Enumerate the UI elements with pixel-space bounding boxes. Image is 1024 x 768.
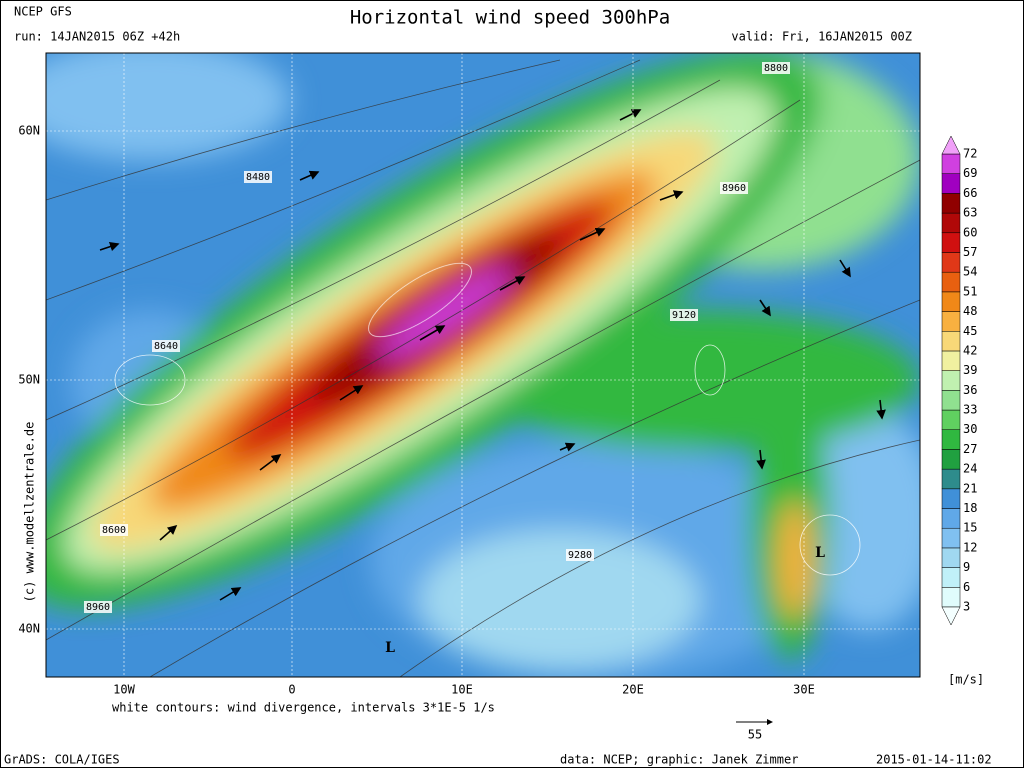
software: GrADS: COLA/IGES (4, 753, 120, 767)
colorbar-swatch (941, 212, 961, 234)
colorbar-swatch (941, 370, 961, 391)
contour-label-bg (762, 62, 790, 74)
lon-label: 30E (793, 683, 815, 697)
title: Horizontal wind speed 300hPa (350, 7, 670, 29)
lon-label: 10W (113, 683, 135, 697)
contour-label-bg (566, 549, 594, 561)
colorbar-swatch (941, 567, 961, 588)
colorbar-label: 66 (963, 186, 977, 200)
colorbar-label: 30 (963, 422, 977, 436)
colorbar-swatch (941, 331, 961, 352)
colorbar-swatch (941, 153, 961, 174)
arrow-label: 55 (748, 728, 762, 742)
colorbar-label: 21 (963, 481, 977, 495)
contour-label-bg (720, 182, 748, 194)
colorbar-label: 72 (963, 147, 977, 161)
colorbar-label: 6 (963, 580, 970, 594)
colorbar-swatch (941, 527, 961, 549)
colorbar-swatch (941, 429, 961, 450)
contour-label: 8960 (722, 183, 746, 194)
copyright: (c) www.modellzentrale.de (23, 422, 37, 603)
contour-label-bg (84, 601, 112, 613)
lon-label: 10E (451, 683, 473, 697)
lat-label: 50N (18, 373, 40, 387)
colorbar-swatch (941, 508, 961, 529)
colorbar-label: 60 (963, 225, 977, 239)
model: NCEP GFS (14, 5, 72, 19)
contour-label-bg (152, 340, 180, 352)
colorbar-swatch (941, 271, 961, 293)
colorbar-swatch (941, 547, 961, 568)
contour-label-bg (244, 171, 272, 183)
contour-label-bg (100, 524, 128, 536)
contour-label: 8640 (154, 341, 178, 352)
colorbar-label: 48 (963, 304, 977, 318)
contour-label: 9280 (568, 550, 592, 561)
colorbar-low (941, 606, 961, 626)
colorbar-label: 39 (963, 363, 977, 377)
colorbar-label: 33 (963, 403, 977, 417)
credits: data: NCEP; graphic: Janek Zimmer (560, 753, 798, 767)
colorbar-label: 15 (963, 521, 977, 535)
contour-label: 8800 (764, 63, 788, 74)
wind-field (46, 53, 920, 677)
colorbar-label: 3 (963, 600, 970, 614)
valid: valid: Fri, 16JAN2015 00Z (731, 30, 912, 44)
colorbar-label: 27 (963, 442, 977, 456)
colorbar-label: 18 (963, 501, 977, 515)
lon-label: 20E (622, 683, 644, 697)
colorbar-label: 51 (963, 284, 977, 298)
colorbar-swatch (941, 390, 961, 411)
lon-label: 0 (288, 683, 295, 697)
contour-label: 8480 (246, 172, 270, 183)
run: run: 14JAN2015 06Z +42h (14, 30, 180, 44)
colorbar-swatch (941, 350, 961, 371)
colorbar-swatch (941, 311, 961, 332)
colorbar-swatch (941, 173, 961, 194)
colorbar-label: 36 (963, 383, 977, 397)
lat-label: 40N (18, 622, 40, 636)
contour-label: 8600 (102, 525, 126, 536)
colorbar-swatch (941, 409, 961, 430)
colorbar-label: 63 (963, 206, 977, 220)
contour-label: 9120 (672, 310, 696, 321)
note: white contours: wind divergence, interva… (112, 701, 495, 715)
colorbar-label: 45 (963, 324, 977, 338)
colorbar-label: 12 (963, 540, 977, 554)
colorbar-label: 57 (963, 245, 977, 259)
pressure-label: L (385, 640, 395, 656)
pressure-label: L (815, 545, 825, 561)
colorbar-swatch (941, 468, 961, 490)
contour-label: 8960 (86, 602, 110, 613)
contour-label-bg (670, 309, 698, 321)
colorbar-swatch (941, 587, 961, 608)
colorbar-swatch (941, 449, 961, 470)
colorbar-label: 54 (963, 265, 977, 279)
map-border (45, 52, 921, 678)
colorbar-swatch (941, 291, 961, 312)
colorbar-swatch (941, 193, 961, 214)
colorbar-label: 9 (963, 560, 970, 574)
colorbar-high (941, 135, 961, 155)
colorbar-swatch (941, 252, 961, 273)
colorbar-unit: [m/s] (948, 673, 984, 687)
colorbar-label: 42 (963, 343, 977, 357)
timestamp: 2015-01-14-11:02 (876, 753, 992, 767)
lat-label: 60N (18, 124, 40, 138)
colorbar-swatch (941, 488, 961, 509)
colorbar-swatch (941, 232, 961, 253)
colorbar-label: 69 (963, 166, 977, 180)
colorbar-label: 24 (963, 462, 977, 476)
